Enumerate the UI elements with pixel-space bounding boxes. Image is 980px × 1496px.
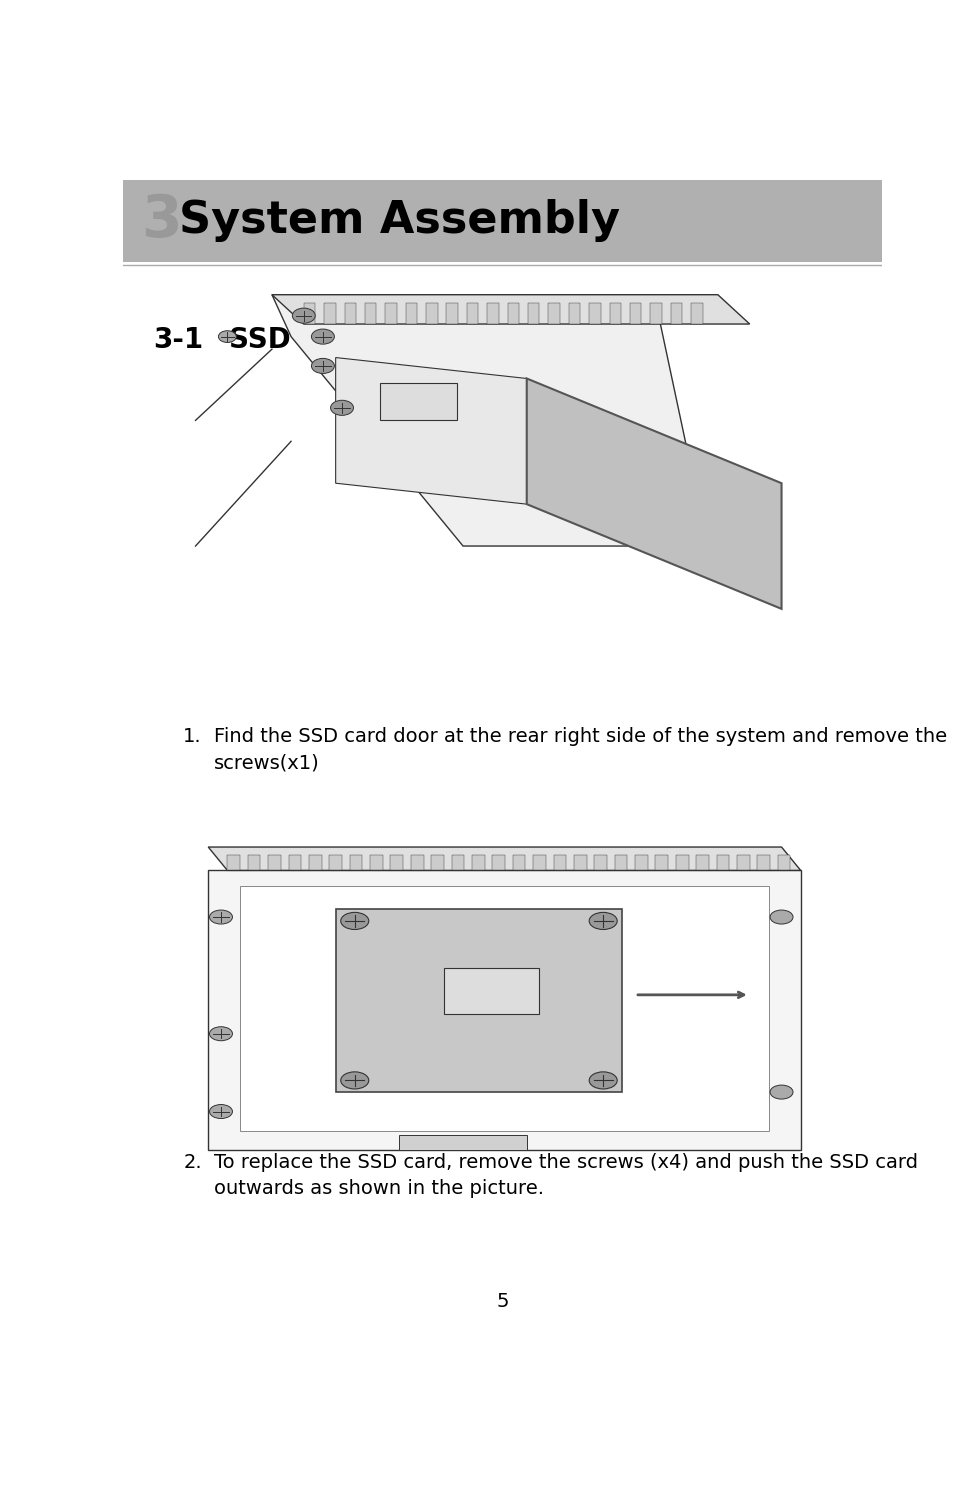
Circle shape [341, 1071, 368, 1089]
Text: 3: 3 [141, 193, 182, 250]
Circle shape [312, 359, 334, 374]
Text: Find the SSD card door at the rear right side of the system and remove the
screw: Find the SSD card door at the rear right… [214, 727, 947, 772]
Polygon shape [335, 358, 527, 504]
Bar [594, 854, 607, 871]
Circle shape [312, 329, 334, 344]
Bar [610, 304, 621, 325]
Bar [324, 304, 335, 325]
Bar [574, 854, 587, 871]
Bar [472, 854, 485, 871]
Bar [370, 854, 383, 871]
Bar [635, 854, 648, 871]
Bar [568, 304, 580, 325]
Circle shape [292, 308, 316, 323]
Bar [390, 854, 403, 871]
Bar [350, 854, 363, 871]
Bar [431, 854, 444, 871]
Bar [385, 304, 397, 325]
Bar [656, 854, 668, 871]
Bar [778, 854, 791, 871]
Bar [614, 854, 627, 871]
Polygon shape [208, 847, 801, 871]
Bar [589, 304, 601, 325]
FancyBboxPatch shape [122, 180, 882, 262]
Circle shape [770, 910, 793, 925]
Bar [533, 854, 546, 871]
Bar [426, 304, 438, 325]
Bar [400, 1135, 527, 1150]
Polygon shape [208, 871, 801, 1150]
Circle shape [589, 1071, 617, 1089]
Bar [248, 854, 261, 871]
Bar [696, 854, 709, 871]
Polygon shape [335, 910, 622, 1092]
Text: 3-1: 3-1 [153, 326, 203, 355]
Circle shape [210, 1104, 232, 1119]
Text: 5: 5 [496, 1291, 509, 1310]
Bar [309, 854, 321, 871]
Bar [492, 854, 505, 871]
Bar [513, 854, 525, 871]
Bar [288, 854, 301, 871]
Bar [406, 304, 417, 325]
Bar [676, 854, 689, 871]
Bar [452, 854, 465, 871]
Circle shape [589, 913, 617, 929]
Circle shape [330, 401, 354, 416]
Text: SSD Card Replacement: SSD Card Replacement [229, 326, 587, 355]
Bar [447, 304, 458, 325]
Bar [444, 968, 540, 1014]
Circle shape [770, 1085, 793, 1100]
Bar [304, 304, 316, 325]
Bar [670, 304, 682, 325]
Bar [227, 854, 240, 871]
Bar [758, 854, 770, 871]
Bar [630, 304, 642, 325]
Bar [411, 854, 423, 871]
Text: 1.: 1. [183, 727, 202, 745]
Bar [329, 854, 342, 871]
Bar [737, 854, 750, 871]
Bar [345, 304, 356, 325]
Bar [651, 304, 662, 325]
Text: System Assembly: System Assembly [179, 199, 620, 242]
Polygon shape [272, 295, 699, 546]
Bar [528, 304, 540, 325]
Bar [691, 304, 703, 325]
Bar [508, 304, 519, 325]
Bar [466, 304, 478, 325]
Bar [380, 383, 457, 420]
Polygon shape [272, 295, 750, 325]
Bar [554, 854, 566, 871]
Bar [549, 304, 560, 325]
Circle shape [219, 331, 236, 343]
Circle shape [341, 913, 368, 929]
Polygon shape [240, 886, 769, 1131]
Bar [487, 304, 499, 325]
Polygon shape [527, 378, 782, 609]
Bar [365, 304, 376, 325]
Circle shape [210, 910, 232, 925]
Bar [716, 854, 729, 871]
Bar [269, 854, 281, 871]
Text: To replace the SSD card, remove the screws (x4) and push the SSD card
outwards a: To replace the SSD card, remove the scre… [214, 1153, 917, 1198]
Circle shape [210, 1026, 232, 1041]
Text: 2.: 2. [183, 1153, 202, 1171]
